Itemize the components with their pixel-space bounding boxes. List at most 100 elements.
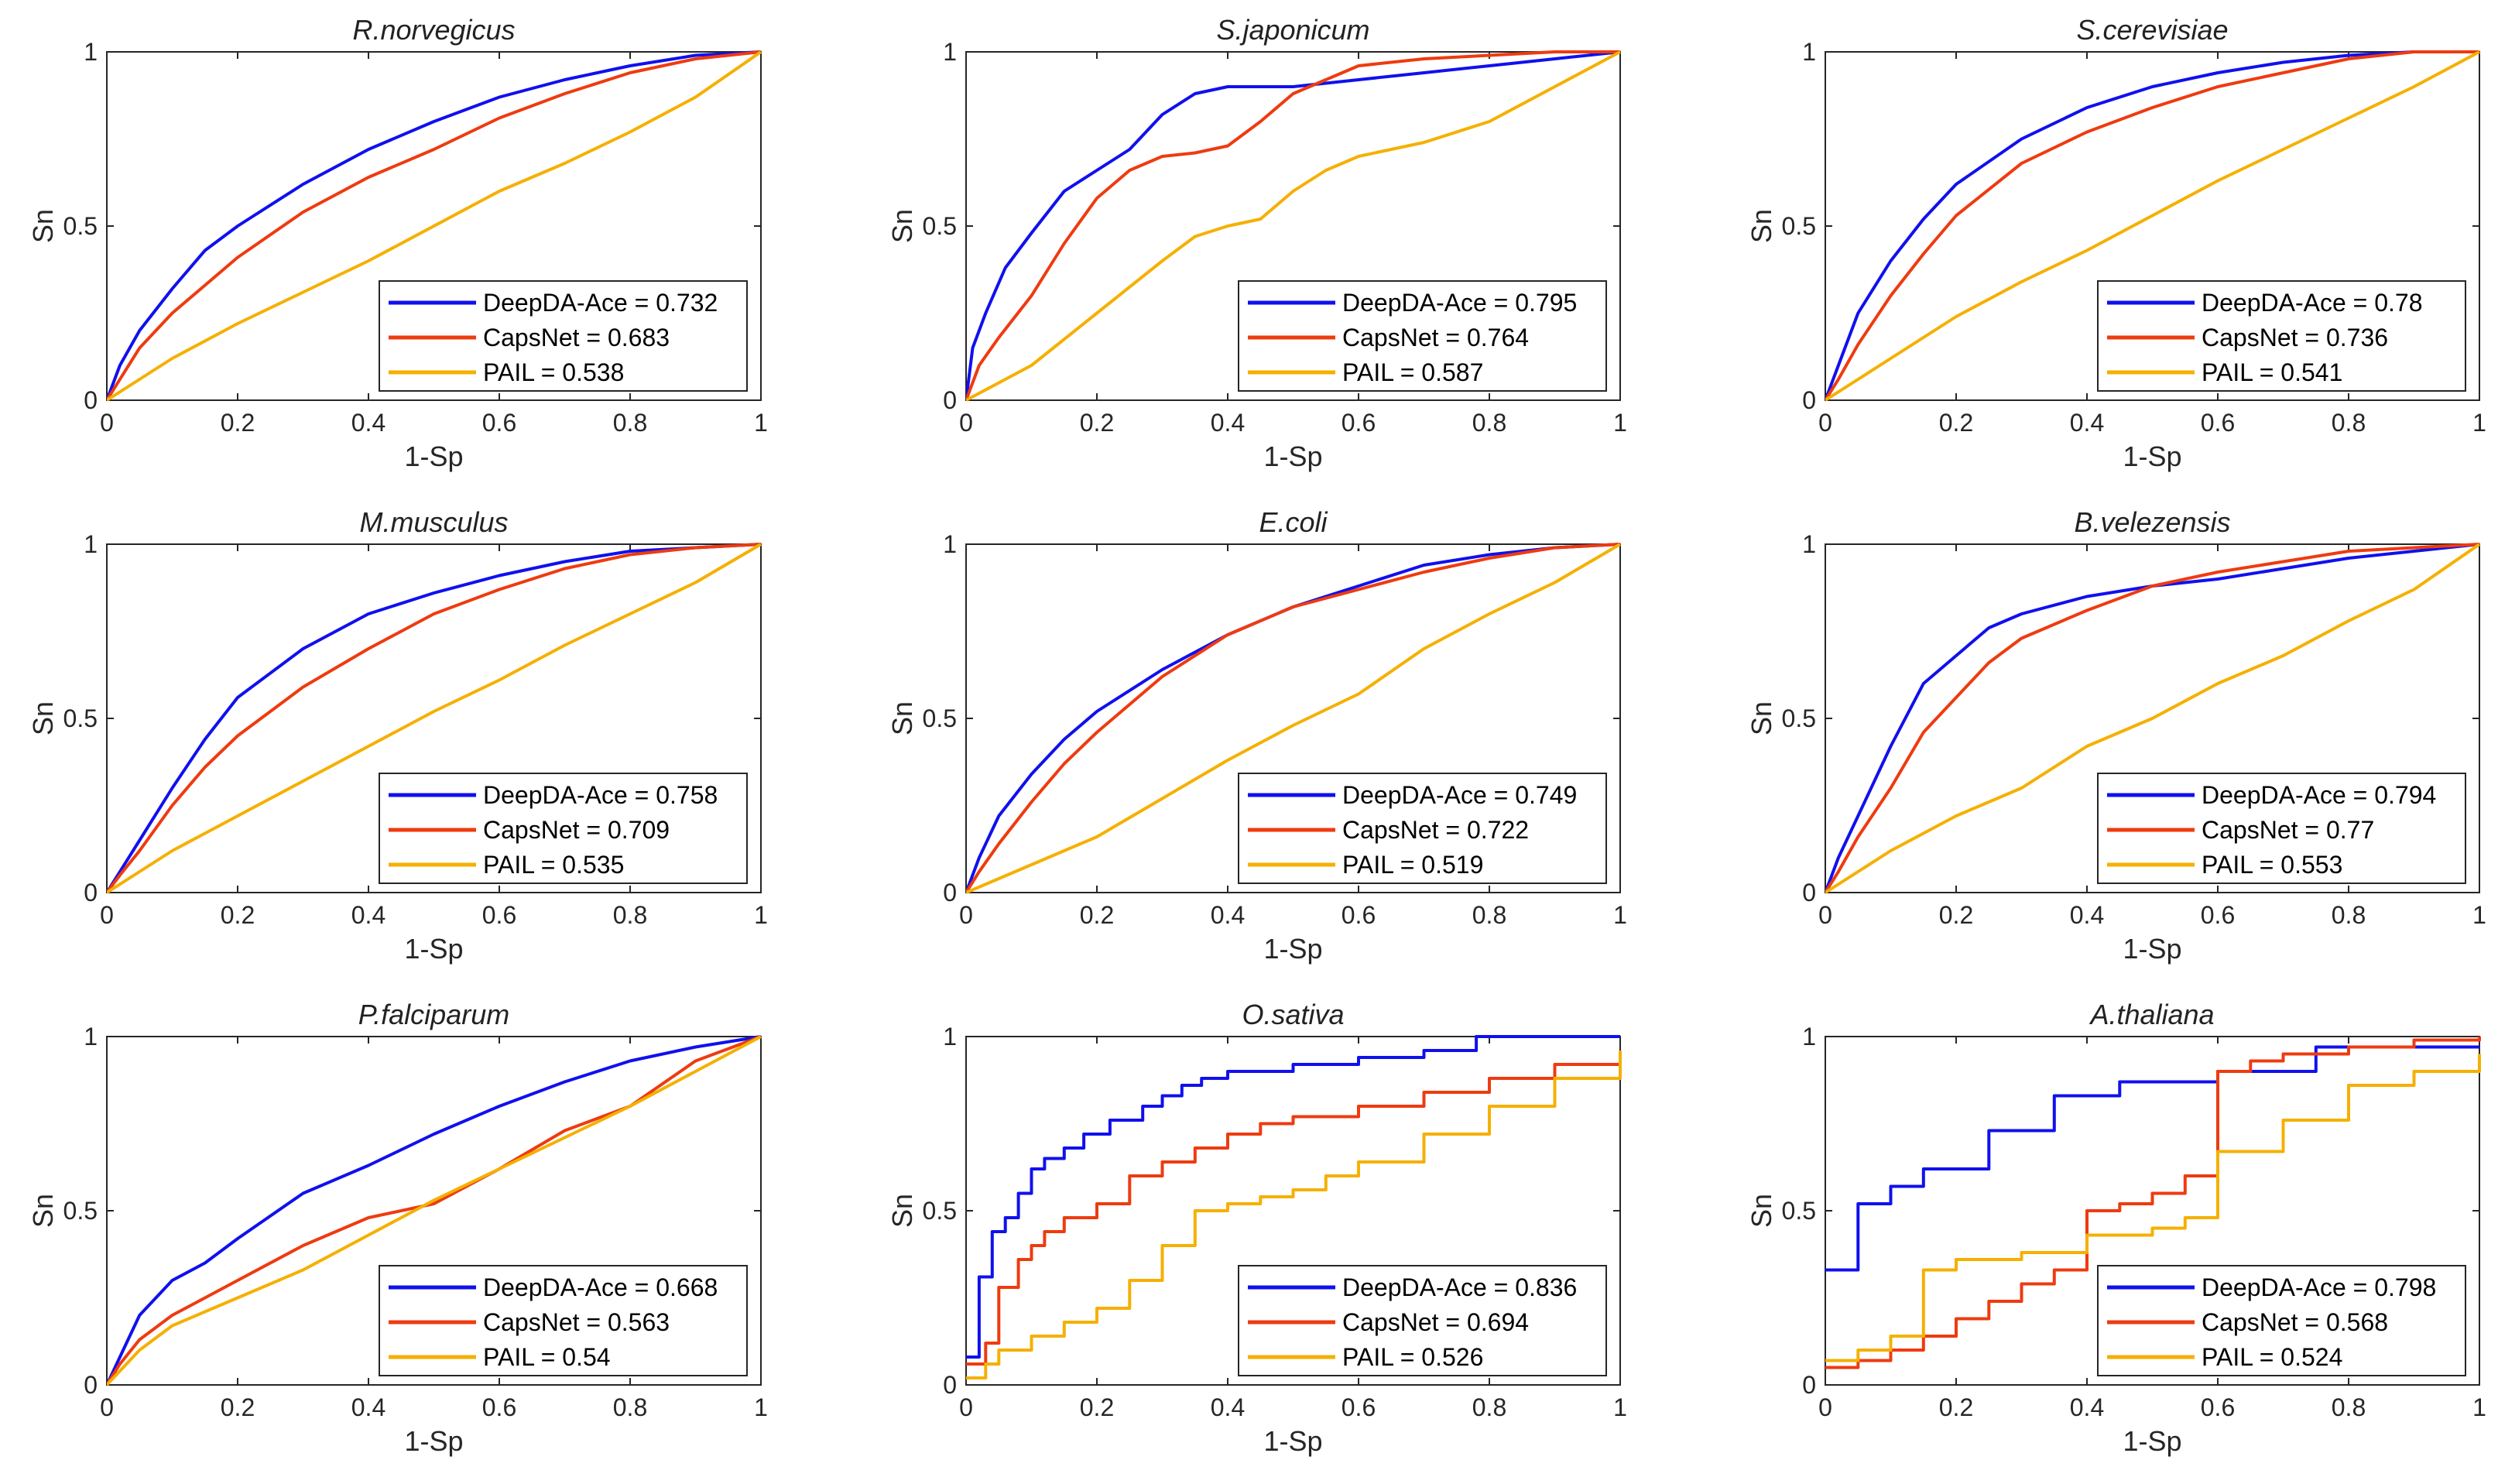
y-tick-label: 1	[1802, 1023, 1816, 1050]
legend: DeepDA-Ace = 0.749 CapsNet = 0.722 PAIL = …	[1238, 773, 1607, 884]
legend-entry: PAIL = 0.553	[2202, 851, 2342, 879]
roc-curve-capsnet	[966, 50, 1620, 401]
roc-curve-pail	[107, 50, 762, 402]
x-tick-label: 0.4	[2070, 409, 2104, 437]
x-tick-label: 0.2	[1080, 901, 1114, 929]
chart-title: P.falciparum	[358, 999, 509, 1030]
x-axis-label: 1-Sp	[404, 440, 463, 472]
roc-curve-capsnet	[966, 543, 1621, 894]
x-tick-label: 0	[100, 409, 114, 437]
curves	[107, 1035, 762, 1386]
y-tick-label: 0.5	[923, 704, 957, 732]
x-tick-label: 1	[2472, 409, 2486, 437]
chart-title: O.sativa	[1242, 999, 1344, 1030]
roc-curve-pail	[1825, 50, 2480, 402]
legend-entry: DeepDA-Ace = 0.794	[2202, 781, 2436, 809]
x-tick-label: 0.4	[2070, 901, 2104, 929]
x-tick-label: 0.8	[613, 901, 647, 929]
roc-curve-deepda-ace	[966, 1035, 1620, 1359]
x-tick-label: 0.8	[1472, 1393, 1506, 1421]
legend-entry: DeepDA-Ace = 0.732	[483, 289, 718, 317]
legend-entry: PAIL = 0.538	[483, 358, 624, 386]
legend-entry: CapsNet = 0.563	[483, 1308, 670, 1336]
roc-curve-pail	[1825, 1054, 2481, 1362]
y-tick-label: 0.5	[63, 212, 98, 240]
y-tick-label: 1	[1802, 38, 1816, 66]
chart-title: R.norvegicus	[352, 14, 515, 46]
y-tick-label: 0.5	[1782, 1197, 1816, 1225]
legend-entry: CapsNet = 0.694	[1342, 1308, 1529, 1336]
curves	[1825, 50, 2480, 402]
curves	[966, 543, 1622, 894]
y-tick-label: 1	[943, 530, 957, 558]
x-tick-label: 0.2	[1939, 1393, 1973, 1421]
roc-curve-pail	[966, 543, 1622, 894]
legend-entry: CapsNet = 0.77	[2202, 816, 2374, 844]
legend-entry: DeepDA-Ace = 0.798	[2202, 1273, 2436, 1301]
x-tick-label: 1	[1613, 409, 1627, 437]
legend-entry: DeepDA-Ace = 0.668	[483, 1273, 718, 1301]
x-tick-label: 0.4	[2070, 1393, 2104, 1421]
legend-entry: DeepDA-Ace = 0.758	[483, 781, 718, 809]
legend-entry: CapsNet = 0.736	[2202, 324, 2388, 351]
roc-curve-deepda-ace	[1825, 543, 2480, 893]
x-tick-label: 0.4	[351, 901, 385, 929]
x-axis-label: 1-Sp	[404, 1425, 463, 1457]
roc-panel: 0 0.2 0.4 0.6 0.8 1 0 0.5 1 R.norvegicus 1-Sp Sn Dee…	[27, 14, 768, 472]
x-tick-label: 0.6	[2201, 409, 2235, 437]
y-tick-label: 0	[84, 1371, 98, 1399]
legend: DeepDA-Ace = 0.668 CapsNet = 0.563 PAIL = …	[379, 1265, 748, 1376]
legend: DeepDA-Ace = 0.794 CapsNet = 0.77 PAIL = 0…	[2097, 773, 2466, 884]
curves	[107, 543, 762, 894]
y-tick-label: 1	[84, 530, 98, 558]
x-tick-label: 1	[2472, 901, 2486, 929]
roc-curve-pail	[107, 543, 762, 894]
legend: DeepDA-Ace = 0.795 CapsNet = 0.764 PAIL = …	[1238, 280, 1607, 392]
x-tick-label: 0.6	[1342, 1393, 1376, 1421]
chart-title: B.velezensis	[2074, 506, 2230, 538]
x-tick-label: 0.6	[482, 409, 516, 437]
curves	[1825, 543, 2481, 894]
x-tick-label: 0.8	[2332, 409, 2366, 437]
roc-panel: 0 0.2 0.4 0.6 0.8 1 0 0.5 1 P.falciparum 1-Sp Sn Dee…	[27, 999, 768, 1457]
legend-entry: CapsNet = 0.722	[1342, 816, 1529, 844]
y-axis-label: Sn	[27, 1194, 59, 1228]
x-tick-label: 0.2	[1080, 1393, 1114, 1421]
x-tick-label: 0	[959, 1393, 973, 1421]
y-tick-label: 0	[1802, 879, 1816, 907]
x-tick-label: 0.8	[2332, 901, 2366, 929]
x-tick-label: 1	[754, 1393, 768, 1421]
roc-curve-pail	[1825, 543, 2481, 894]
roc-curve-deepda-ace	[1825, 50, 2479, 401]
legend-entry: PAIL = 0.587	[1342, 358, 1483, 386]
x-tick-label: 0.8	[1472, 409, 1506, 437]
x-tick-label: 0.4	[351, 409, 385, 437]
curves	[107, 50, 762, 402]
legend-entry: PAIL = 0.526	[1342, 1343, 1483, 1371]
legend-entry: PAIL = 0.535	[483, 851, 624, 879]
x-tick-label: 0.2	[1080, 409, 1114, 437]
y-tick-label: 0.5	[1782, 704, 1816, 732]
legend-entry: CapsNet = 0.683	[483, 324, 670, 351]
legend-entry: CapsNet = 0.568	[2202, 1308, 2388, 1336]
legend-entry: CapsNet = 0.709	[483, 816, 670, 844]
x-tick-label: 0	[1818, 1393, 1832, 1421]
x-axis-label: 1-Sp	[2123, 933, 2181, 965]
legend-entry: PAIL = 0.541	[2202, 358, 2342, 386]
roc-curve-deepda-ace	[966, 50, 1621, 401]
roc-curve-capsnet	[1825, 50, 2479, 402]
legend-entry: PAIL = 0.54	[483, 1343, 611, 1371]
x-axis-label: 1-Sp	[2123, 1425, 2181, 1457]
x-tick-label: 0.6	[2201, 901, 2235, 929]
x-tick-label: 0	[959, 409, 973, 437]
x-tick-label: 0.2	[221, 409, 255, 437]
roc-panel: 0 0.2 0.4 0.6 0.8 1 0 0.5 1 S.cerevisiae 1-Sp Sn Dee…	[1746, 14, 2486, 472]
y-tick-label: 0.5	[923, 212, 957, 240]
x-tick-label: 0.6	[482, 1393, 516, 1421]
x-tick-label: 1	[1613, 1393, 1627, 1421]
chart-title: E.coli	[1259, 506, 1328, 538]
y-axis-label: Sn	[27, 701, 59, 735]
y-axis-label: Sn	[1746, 1194, 1777, 1228]
curves	[1825, 1037, 2481, 1369]
